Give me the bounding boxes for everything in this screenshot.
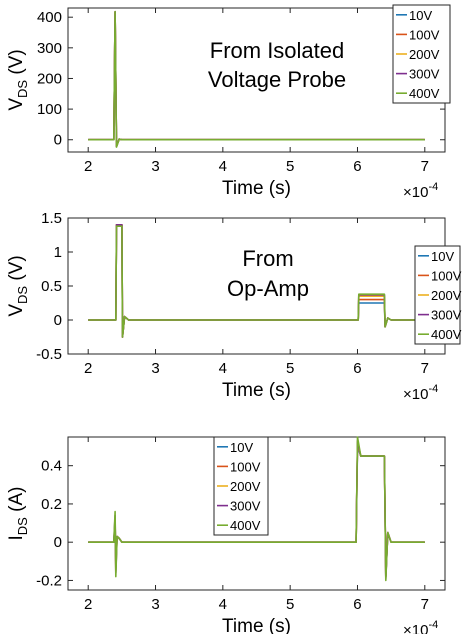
x-multiplier-base: ×10 (403, 184, 428, 201)
x-tick-label: 6 (353, 596, 361, 613)
legend-label: 400V (431, 327, 462, 342)
chart-annotation: Voltage Probe (208, 67, 346, 92)
y-tick-label: -0.2 (36, 572, 62, 589)
x-tick-label: 2 (84, 596, 92, 613)
chart-1: 2 3 4 5 6 7 0 100 200 300 400 Time (s) ×10-4 VDS (V) F… (6, 4, 451, 201)
y-label-main: V (6, 98, 27, 111)
legend-label: 400V (230, 518, 261, 533)
legend: 10V 100V 200V 300V 400V (213, 436, 269, 536)
series-line-400V (88, 225, 425, 338)
y-tick-label: 200 (37, 70, 62, 87)
y-label-main: I (6, 535, 27, 540)
y-label-sub: DS (15, 286, 30, 304)
legend-label: 300V (409, 67, 440, 82)
x-axis-label: Time (s) (222, 380, 291, 401)
legend-label: 200V (431, 288, 462, 303)
x-tick-label: 5 (286, 158, 294, 175)
y-tick-label: -0.5 (36, 346, 62, 363)
x-axis-multiplier: ×10-4 (403, 383, 438, 403)
legend-label: 10V (409, 8, 432, 23)
legend-label: 200V (409, 47, 440, 62)
x-multiplier-exponent: -4 (428, 383, 438, 395)
x-tick-label: 4 (219, 360, 227, 377)
y-tick-label: 0 (54, 312, 62, 329)
legend-label: 300V (431, 308, 462, 323)
y-axis-label: VDS (V) (6, 49, 30, 110)
y-tick-label: 300 (37, 40, 62, 57)
legend: 10V 100V 200V 300V 400V (392, 4, 451, 104)
x-tick-label: 6 (353, 158, 361, 175)
y-tick-label: 0.5 (41, 278, 62, 295)
x-tick-label: 7 (421, 596, 429, 613)
y-tick-label: 1.5 (41, 210, 62, 227)
x-axis-label: Time (s) (222, 616, 291, 634)
x-multiplier-base: ×10 (403, 386, 428, 403)
y-label-unit: (V) (6, 49, 27, 80)
chart-annotation: From Isolated (210, 38, 345, 63)
chart-annotation: From (242, 246, 293, 271)
x-tick-label: 3 (151, 158, 159, 175)
x-tick-label: 3 (151, 360, 159, 377)
x-tick-label: 2 (84, 158, 92, 175)
y-tick-label: 1 (54, 244, 62, 261)
legend-label: 200V (230, 479, 261, 494)
series-line-400V (88, 436, 425, 582)
x-multiplier-exponent: -4 (428, 619, 438, 631)
legend-label: 10V (230, 440, 253, 455)
y-label-sub: DS (15, 80, 30, 98)
y-label-sub: DS (15, 517, 30, 535)
chart-2: 2 3 4 5 6 7 -0.5 0 0.5 1 1.5 Time (s) ×10-4 VDS (V) Fr… (6, 210, 462, 403)
y-label-main: V (6, 304, 27, 317)
x-multiplier-exponent: -4 (428, 181, 438, 193)
axes-frame (67, 217, 446, 355)
y-tick-label: 0 (54, 534, 62, 551)
axes-frame (67, 7, 446, 153)
x-axis-label: Time (s) (222, 178, 291, 199)
chart-annotation: Op-Amp (227, 276, 309, 301)
y-tick-label: 0.2 (41, 496, 62, 513)
y-axis-label: VDS (V) (6, 255, 30, 316)
series-line-400V (88, 10, 425, 148)
y-tick-label: 0 (54, 132, 62, 149)
x-tick-label: 5 (286, 360, 294, 377)
x-axis-multiplier: ×10-4 (403, 181, 438, 201)
x-tick-label: 4 (219, 596, 227, 613)
legend-label: 100V (230, 459, 261, 474)
x-tick-label: 7 (421, 360, 429, 377)
x-multiplier-base: ×10 (403, 622, 428, 634)
legend-label: 100V (409, 27, 440, 42)
y-label-unit: (V) (6, 255, 27, 286)
x-tick-label: 2 (84, 360, 92, 377)
y-tick-label: 100 (37, 101, 62, 118)
y-label-unit: (A) (6, 487, 27, 518)
x-tick-label: 7 (421, 158, 429, 175)
x-tick-label: 5 (286, 596, 294, 613)
y-tick-label: 400 (37, 9, 62, 26)
legend-label: 10V (431, 249, 454, 264)
legend-label: 300V (230, 499, 261, 514)
chart-3: 2 3 4 5 6 7 -0.2 0 0.2 0.4 Time (s) ×10-4 IDS (A) 10V… (6, 436, 446, 634)
legend: 10V 100V 200V 300V 400V (414, 245, 462, 345)
x-tick-label: 3 (151, 596, 159, 613)
legend-label: 400V (409, 86, 440, 101)
x-axis-multiplier: ×10-4 (403, 619, 438, 634)
legend-label: 100V (431, 268, 462, 283)
x-tick-label: 6 (353, 360, 361, 377)
y-axis-label: IDS (A) (6, 487, 30, 541)
y-tick-label: 0.4 (41, 458, 62, 475)
x-tick-label: 4 (219, 158, 227, 175)
